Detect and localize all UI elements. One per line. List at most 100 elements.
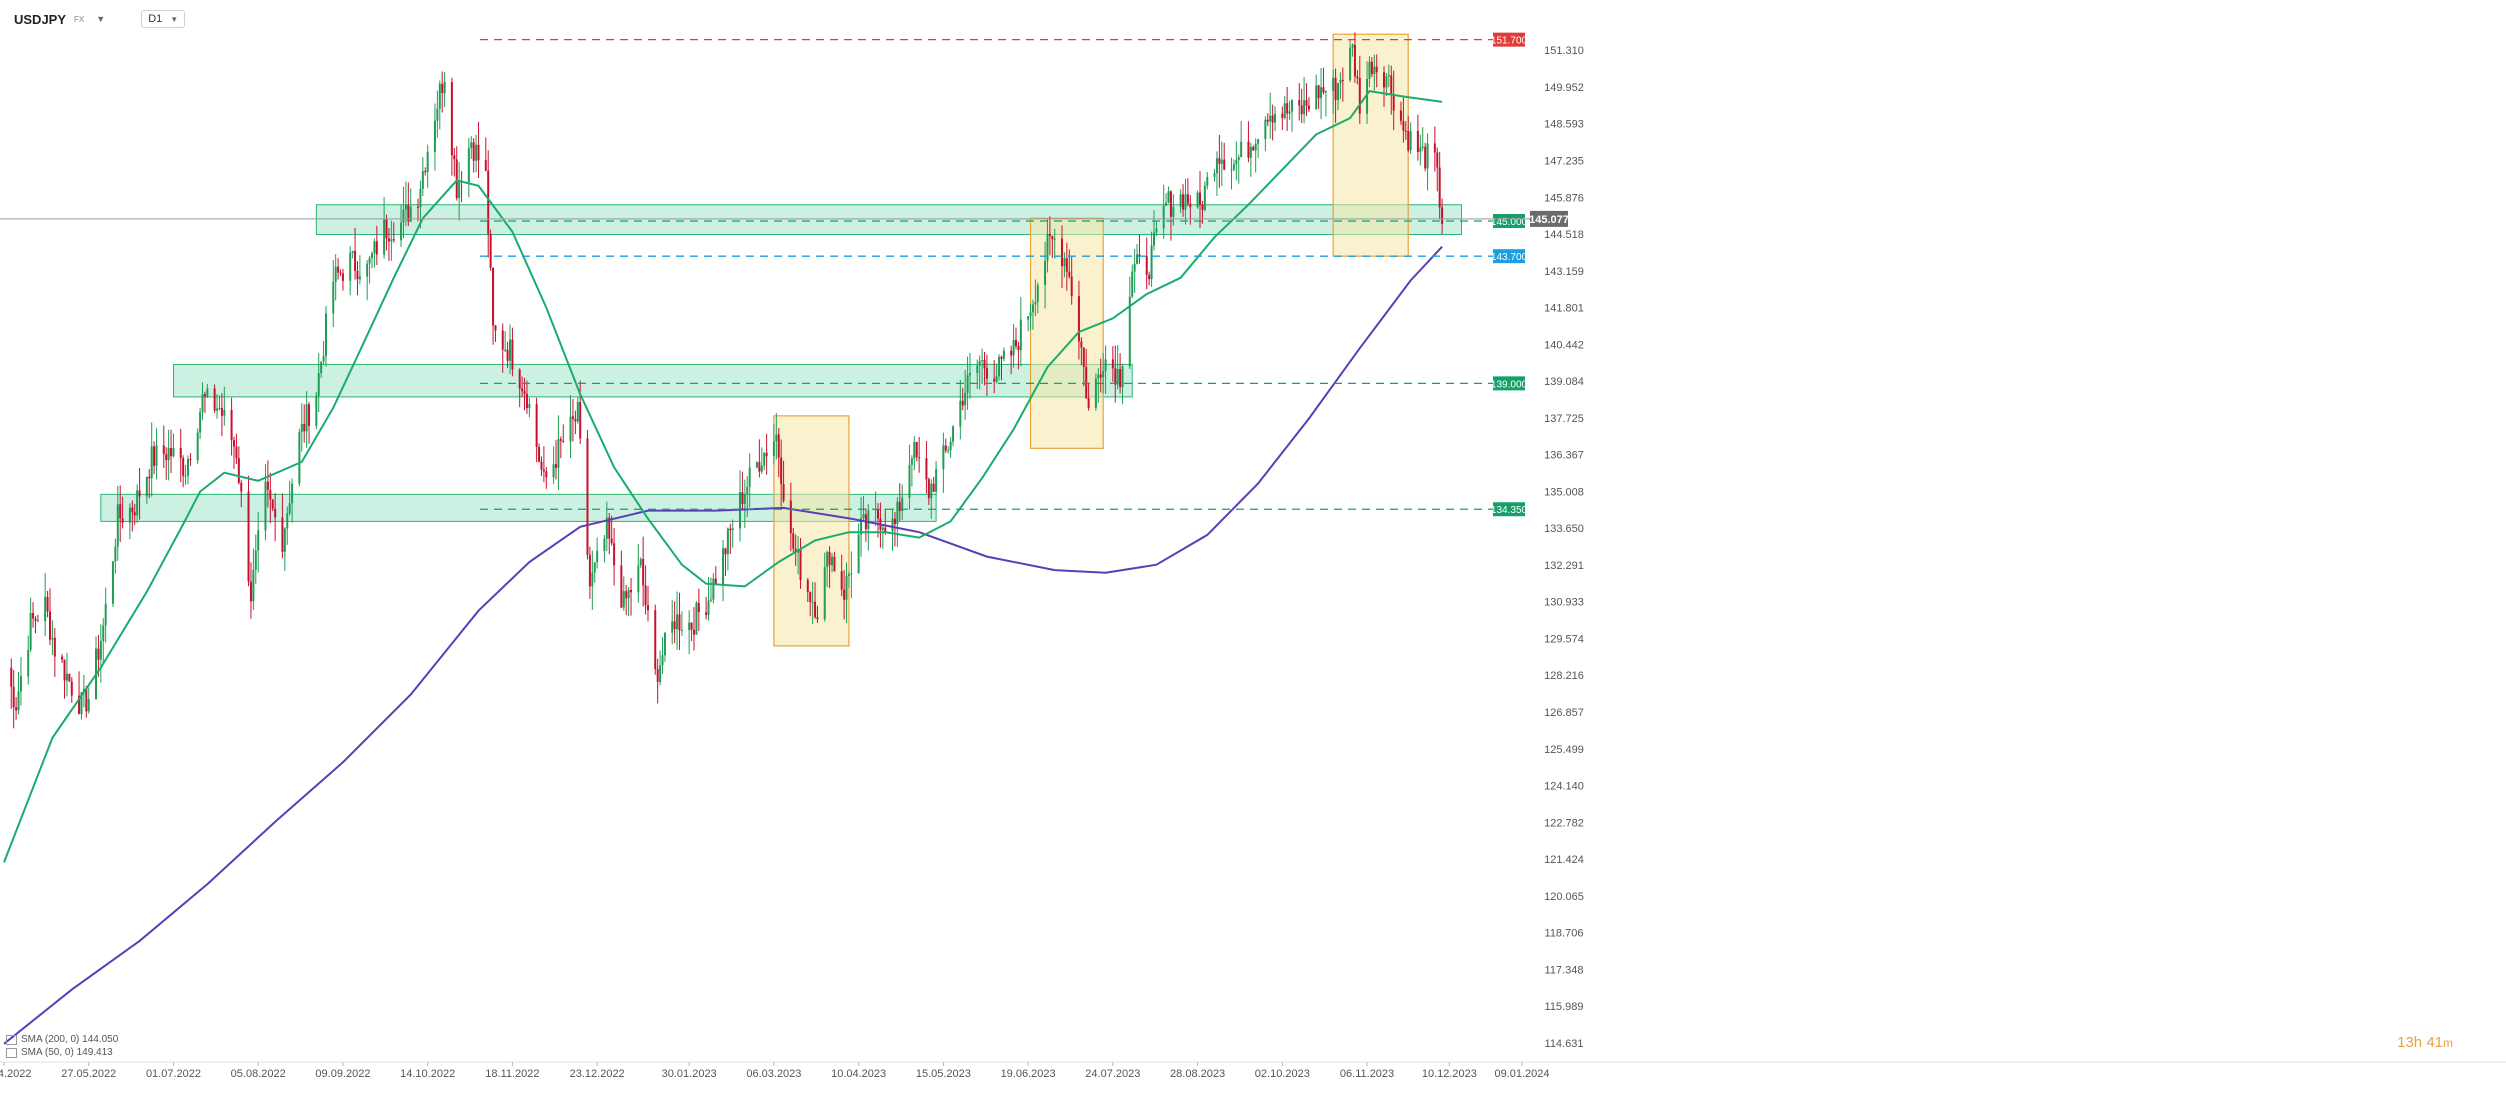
candle-body (559, 439, 562, 441)
candle-body (467, 148, 470, 183)
candle-body (579, 401, 582, 439)
candle-body (1068, 271, 1071, 277)
candle-body (571, 416, 574, 420)
candle-body (322, 356, 325, 362)
candle-body (555, 464, 557, 468)
candle-body (349, 252, 352, 281)
candle-body (656, 669, 659, 682)
candle-body (15, 707, 18, 711)
candle-body (947, 450, 950, 452)
candle-body (286, 513, 289, 529)
candle-body (489, 233, 492, 268)
candle-body (1375, 66, 1378, 73)
candle-body (949, 441, 952, 451)
candle-body (17, 691, 20, 711)
candle-body (271, 499, 274, 509)
candle-body (325, 313, 327, 357)
candle-body (995, 376, 998, 382)
candle-body (910, 458, 913, 465)
candle-body (625, 591, 628, 599)
candle-body (944, 445, 947, 451)
current-price-label: 145.077 (1529, 214, 1569, 226)
x-tick-label: 06.11.2023 (1340, 1068, 1394, 1080)
candle-body (811, 601, 814, 603)
timer-unit: m (2443, 1036, 2453, 1050)
candle-body (850, 573, 853, 575)
candle-body (1153, 232, 1155, 246)
candle-body (538, 447, 541, 462)
candle-body (53, 637, 56, 657)
candle-body (1196, 192, 1199, 208)
candle-body (792, 533, 795, 549)
candle-body (453, 155, 456, 160)
settings-icon[interactable] (6, 1047, 17, 1058)
y-tick-label: 122.782 (1544, 817, 1584, 829)
candle-body (492, 267, 495, 326)
candle-body (562, 440, 565, 442)
candle-body (1387, 75, 1390, 77)
candle-body (1274, 113, 1277, 123)
candle-body (840, 571, 843, 590)
candle-body (659, 665, 662, 682)
candle-body (1315, 85, 1318, 110)
candle-body (930, 483, 933, 499)
candle-body (772, 441, 775, 457)
candle-body (1128, 296, 1131, 367)
candle-body (1370, 61, 1373, 75)
candle-body (351, 250, 354, 253)
candle-body (1433, 143, 1436, 153)
candle-body (1002, 350, 1005, 359)
candle-body (1305, 100, 1308, 106)
level-label: 145.000 (1491, 217, 1528, 228)
candle-body (252, 569, 255, 602)
y-tick-label: 148.593 (1544, 119, 1584, 131)
candle-body (1119, 368, 1122, 388)
y-axis: 151.310 149.952 148.593 147.235 145.876 144.5… (1544, 45, 1584, 1050)
candle-body (102, 625, 105, 642)
candle-body (1063, 258, 1066, 267)
legend-item-sma50[interactable]: SMA (50, 0) 149.413 (6, 1046, 118, 1059)
candle-body (136, 490, 139, 516)
level-lines: 151.700 145.000 143.700 139.000 134.350 145.0… (0, 32, 1569, 517)
candle-body (952, 426, 955, 442)
candle-body (814, 601, 817, 618)
legend-item-sma200[interactable]: SMA (200, 0) 144.050 (6, 1033, 118, 1046)
candle-body (111, 561, 114, 604)
y-tick-label: 117.348 (1545, 964, 1584, 976)
candle-body (46, 596, 49, 612)
y-tick-label: 128.216 (1544, 670, 1584, 682)
candle-body (901, 497, 904, 512)
candle-body (789, 500, 792, 534)
candle-body (385, 219, 388, 239)
candle-body (170, 447, 173, 457)
settings-icon[interactable] (6, 1034, 17, 1045)
timeframe-select[interactable]: D1 ▼ (141, 10, 186, 28)
candle-body (1065, 258, 1068, 272)
candle-body (828, 552, 831, 566)
candle-body (409, 206, 412, 222)
candle-body (574, 419, 577, 422)
candle-body (133, 512, 136, 516)
candle-body (1349, 47, 1352, 81)
candle-body (976, 365, 979, 374)
candle-body (99, 641, 102, 660)
candle-body (339, 272, 342, 274)
candle-body (1385, 76, 1388, 88)
x-tick-label: 09.09.2022 (315, 1068, 370, 1080)
candles (10, 32, 1444, 729)
level-tag (1493, 249, 1525, 264)
y-tick-label: 136.367 (1544, 450, 1584, 462)
candle-body (1404, 130, 1407, 132)
candle-body (390, 239, 393, 242)
chevron-down-icon[interactable]: ▼ (96, 14, 106, 24)
candle-body (121, 518, 124, 523)
candle-body (1000, 356, 1003, 359)
candle-body (257, 530, 260, 551)
candle-body (1223, 159, 1226, 170)
candle-body (70, 681, 73, 696)
symbol-name[interactable]: USDJPY (14, 11, 67, 27)
candle-body (1399, 110, 1402, 121)
candle-body (552, 464, 555, 478)
candle-body (1034, 302, 1037, 305)
